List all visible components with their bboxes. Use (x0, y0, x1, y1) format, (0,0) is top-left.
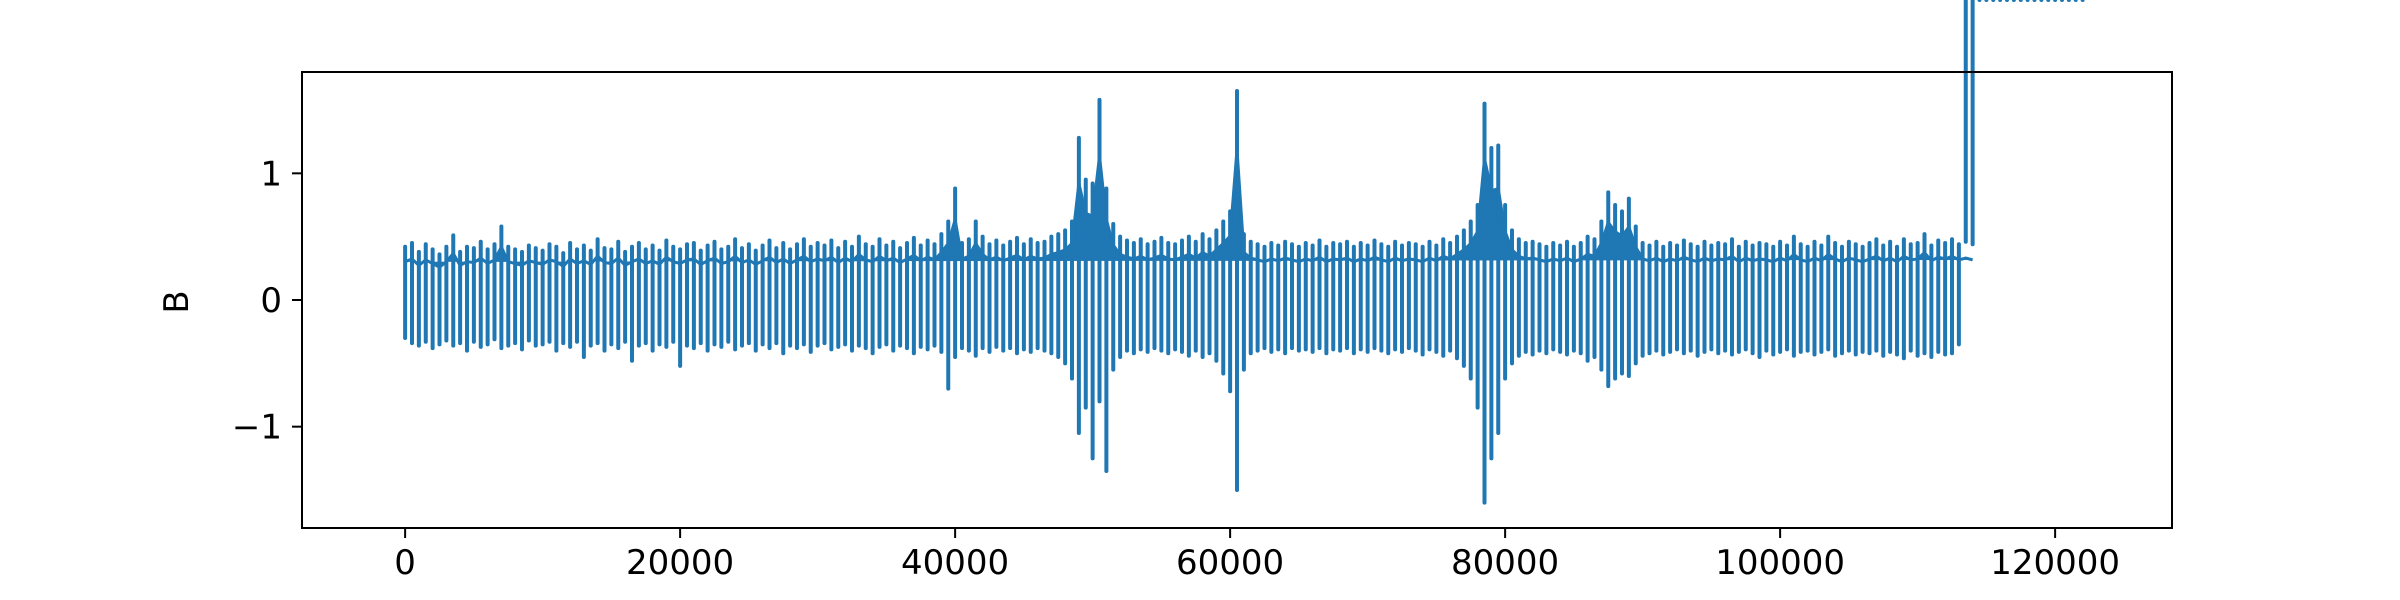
x-tick-label: 60000 (1176, 543, 1284, 583)
y-axis-label: B (157, 290, 197, 313)
x-tick-label: 120000 (1990, 543, 2120, 583)
x-tick-label: 40000 (901, 543, 1009, 583)
y-tick-label: 0 (260, 281, 282, 321)
plot-area (403, 0, 2085, 505)
y-tick-label: 1 (260, 154, 282, 194)
x-tick-label: 100000 (1715, 543, 1845, 583)
x-tick-label: 0 (394, 543, 416, 583)
x-tick-label: 20000 (626, 543, 734, 583)
x-tick-label: 80000 (1451, 543, 1559, 583)
y-tick-label: −1 (232, 408, 282, 448)
axes: 0 20000 40000 60000 80000 100000 120000 −1 0 1 (232, 71, 2173, 583)
